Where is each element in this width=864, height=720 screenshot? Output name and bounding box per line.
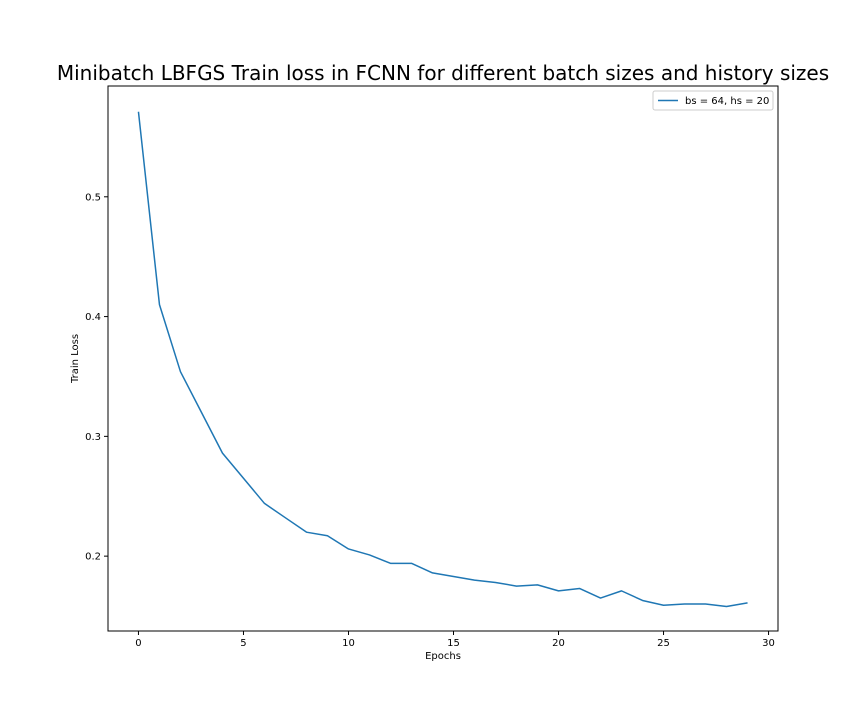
chart-title: Minibatch LBFGS Train loss in FCNN for d… — [57, 61, 829, 85]
y-axis: 0.2 0.3 0.4 0.5 — [85, 192, 108, 563]
series-layer — [137, 111, 748, 608]
legend-box — [652, 90, 774, 111]
x-tick-label: 0 — [135, 638, 141, 649]
x-tick-label: 15 — [447, 638, 460, 649]
legend: bs = 64, hs = 20 — [652, 90, 774, 111]
series-line — [137, 111, 748, 608]
x-axis: 0 5 10 15 20 25 30 — [135, 631, 775, 649]
y-tick-label: 0.2 — [85, 552, 101, 563]
y-tick-label: 0.5 — [85, 192, 101, 203]
x-tick-label: 25 — [657, 638, 670, 649]
y-tick-label: 0.4 — [85, 312, 101, 323]
y-tick-label: 0.3 — [85, 432, 101, 443]
x-tick-label: 5 — [240, 638, 246, 649]
legend-entry: bs = 64, hs = 20 — [685, 96, 769, 107]
y-axis-label: Train Loss — [70, 334, 81, 384]
x-tick-label: 20 — [552, 638, 565, 649]
x-axis-label: Epochs — [425, 651, 461, 662]
plot-frame — [107, 85, 779, 632]
x-tick-label: 10 — [342, 638, 355, 649]
x-tick-label: 30 — [762, 638, 775, 649]
